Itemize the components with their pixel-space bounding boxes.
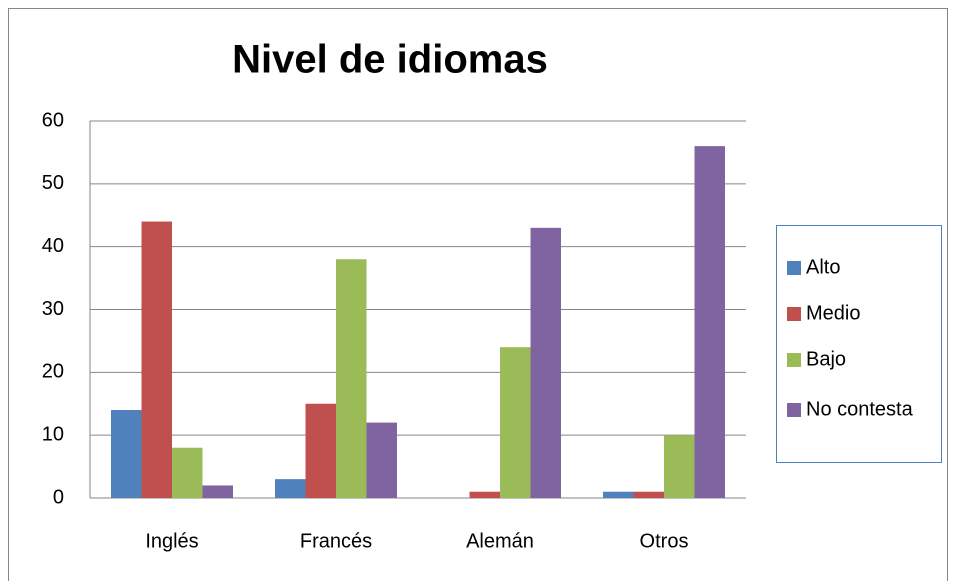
y-tick-label: 0 — [53, 486, 64, 508]
y-tick-label: 50 — [42, 172, 64, 194]
legend-label: Bajo — [806, 348, 846, 370]
x-tick-label: Francés — [300, 530, 372, 552]
chart-title: Nivel de idiomas — [232, 38, 548, 82]
legend-box — [776, 225, 942, 463]
bar — [603, 491, 634, 498]
bar — [530, 227, 561, 499]
bar — [500, 347, 531, 498]
y-tick-label: 20 — [42, 361, 64, 383]
y-tick-label: 40 — [42, 235, 64, 257]
bar — [336, 259, 367, 498]
legend-swatch — [787, 261, 801, 275]
bar — [275, 479, 306, 498]
legend-label: No contesta — [806, 398, 914, 420]
bar — [305, 403, 336, 498]
x-tick-label: Otros — [640, 530, 689, 552]
bar — [202, 485, 233, 498]
x-tick-label: Inglés — [145, 530, 198, 552]
bar — [366, 422, 397, 498]
y-tick-label: 60 — [42, 109, 64, 131]
bar — [141, 221, 172, 499]
legend-label: Medio — [806, 302, 860, 324]
legend-swatch — [787, 353, 801, 367]
bar — [664, 435, 695, 498]
x-tick-label: Alemán — [466, 530, 534, 552]
bar — [633, 491, 664, 498]
bar — [172, 447, 203, 498]
y-tick-label: 10 — [42, 423, 64, 445]
bar — [694, 146, 725, 498]
legend-swatch — [787, 403, 801, 417]
y-tick-label: 30 — [42, 298, 64, 320]
legend-swatch — [787, 307, 801, 321]
bar — [469, 491, 500, 498]
bar — [111, 410, 142, 498]
legend-label: Alto — [806, 256, 840, 278]
